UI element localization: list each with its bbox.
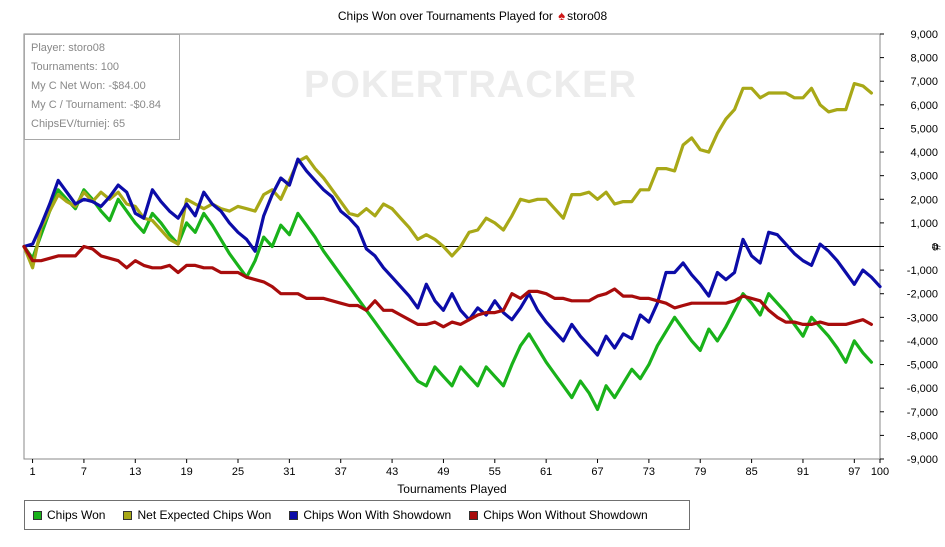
- x-tick-label: 13: [129, 466, 141, 478]
- x-tick-label: 100: [871, 466, 889, 478]
- y-tick-label: -8,000: [907, 430, 938, 442]
- y-tick-label: -7,000: [907, 407, 938, 419]
- info-per-tournament: My C / Tournament: -$0.84: [31, 99, 162, 111]
- series-without-showdown-line: [22, 244, 874, 329]
- y-tick-label: -4,000: [907, 336, 938, 348]
- x-tick-label: 49: [437, 466, 449, 478]
- x-tick-label: 31: [283, 466, 295, 478]
- info-tournaments: Tournaments: 100: [31, 61, 120, 73]
- y-tick-label: -9,000: [907, 454, 938, 466]
- y-tick-label: 3,000: [910, 171, 938, 183]
- y-tick-label: -1,000: [907, 265, 938, 277]
- x-tick-label: 67: [591, 466, 603, 478]
- x-tick-label: 7: [81, 466, 87, 478]
- legend-item-with-showdown[interactable]: Chips Won With Showdown: [289, 508, 451, 522]
- legend-swatch: [469, 510, 479, 520]
- series-net-expected-line: [22, 81, 874, 270]
- legend-swatch: [33, 510, 42, 520]
- x-tick-label: 79: [694, 466, 706, 478]
- y-tick-label: 8,000: [910, 53, 938, 65]
- y-tick-label: -5,000: [907, 360, 938, 372]
- x-tick-label: 43: [386, 466, 398, 478]
- legend-label: Net Expected Chips Won: [137, 508, 272, 522]
- info-net-won: My C Net Won: -$84.00: [31, 80, 146, 92]
- series-chips-won-line: [22, 188, 874, 411]
- legend-label: Chips Won Without Showdown: [483, 508, 648, 522]
- x-tick-label: 19: [181, 466, 193, 478]
- legend-label: Chips Won: [47, 508, 106, 522]
- y-tick-label: -3,000: [907, 312, 938, 324]
- legend-item-net-expected[interactable]: Net Expected Chips Won: [123, 508, 271, 522]
- legend-swatch: [123, 510, 133, 520]
- info-chips-ev: ChipsEV/turniej: 65: [31, 118, 126, 130]
- y-tick-label: 2,000: [910, 194, 938, 206]
- y-axis-label: #: [929, 244, 943, 251]
- legend-swatch: [289, 510, 299, 520]
- y-tick-label: 1,000: [910, 218, 938, 230]
- y-tick-label: 4,000: [910, 147, 938, 159]
- chart-title-player: storo08: [567, 9, 608, 23]
- x-tick-label: 85: [745, 466, 757, 478]
- legend-label: Chips Won With Showdown: [303, 508, 452, 522]
- series-with-showdown-line: [22, 157, 882, 357]
- watermark-logo: POKERTRACKER: [304, 64, 637, 106]
- x-tick-label: 55: [489, 466, 501, 478]
- x-axis-label: Tournaments Played: [397, 482, 506, 496]
- legend-item-chips-won[interactable]: Chips Won: [33, 508, 105, 522]
- y-tick-label: -2,000: [907, 289, 938, 301]
- y-tick-label: 9,000: [910, 29, 938, 41]
- x-tick-label: 37: [335, 466, 347, 478]
- chart-axis-labels: 9,000 8,000 7,000 6,000 5,000 4,000 3,000 2,000…: [29, 29, 943, 496]
- x-tick-label: 25: [232, 466, 244, 478]
- y-tick-label: 0: [932, 242, 938, 254]
- player-info-box: Player: storo08 Tournaments: 100 My C Ne…: [24, 34, 180, 140]
- chart-title-text: Chips Won over Tournaments Played for: [337, 9, 553, 23]
- y-tick-label: 7,000: [910, 76, 938, 88]
- x-tick-label: 1: [29, 466, 35, 478]
- x-tick-label: 61: [540, 466, 552, 478]
- spade-icon: ♠: [558, 8, 566, 23]
- y-tick-label: 6,000: [910, 100, 938, 112]
- chart-legend: Chips Won Net Expected Chips Won Chips W…: [24, 500, 690, 530]
- x-tick-label: 97: [848, 466, 860, 478]
- chart-title: Chips Won over Tournaments Played for ♠ s…: [0, 8, 945, 23]
- y-tick-label: -6,000: [907, 383, 938, 395]
- legend-item-without-showdown[interactable]: Chips Won Without Showdown: [469, 508, 648, 522]
- x-tick-label: 73: [643, 466, 655, 478]
- chart-series: [22, 81, 882, 411]
- y-tick-label: 5,000: [910, 123, 938, 135]
- info-player: Player: storo08: [31, 42, 105, 54]
- x-tick-label: 91: [797, 466, 809, 478]
